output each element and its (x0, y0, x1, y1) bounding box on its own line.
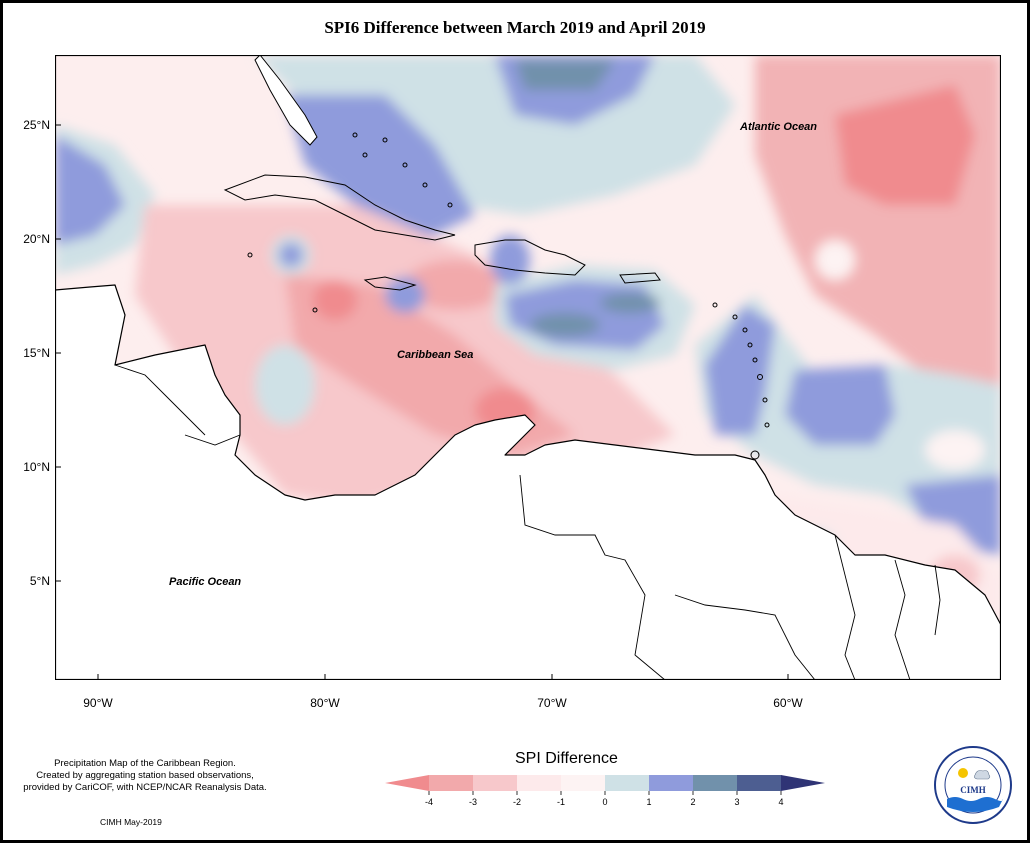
logo-text: CIMH (960, 785, 986, 795)
credits-date: CIMH May-2019 (100, 817, 162, 827)
legend-tick-label: 2 (690, 797, 695, 807)
legend-tick-label: 0 (602, 797, 607, 807)
lat-label-10: 10°N (23, 460, 50, 474)
legend-tick-label: 1 (646, 797, 651, 807)
legend-tick-label: -2 (513, 797, 521, 807)
legend-tick-label: -3 (469, 797, 477, 807)
atlantic-ocean-label: Atlantic Ocean (739, 121, 817, 133)
caribbean-sea-label: Caribbean Sea (397, 349, 473, 361)
legend-swatch (517, 775, 562, 791)
waves-icon (947, 797, 1003, 812)
legend-swatch (385, 775, 429, 791)
lon-label-70: 70°W (537, 696, 567, 710)
cimh-logo: CIMH (934, 746, 1012, 824)
map-panel: Atlantic Ocean Caribbean Sea Pacific Oce… (55, 55, 1001, 680)
legend-title: SPI Difference (515, 750, 618, 767)
legend-swatch (693, 775, 738, 791)
legend-swatch (561, 775, 606, 791)
legend-swatch (649, 775, 694, 791)
lat-label-25: 25°N (23, 118, 50, 132)
credits: Precipitation Map of the Caribbean Regio… (10, 758, 280, 794)
lon-label-90: 90°W (83, 696, 113, 710)
credits-line-2: Created by aggregating station based obs… (36, 770, 254, 781)
credits-line-1: Precipitation Map of the Caribbean Regio… (54, 758, 236, 769)
legend-tick-label: 3 (734, 797, 739, 807)
legend-tick-label: 4 (778, 797, 783, 807)
credits-line-3: provided by CariCOF, with NCEP/NCAR Rean… (23, 782, 267, 793)
map-border (55, 55, 1001, 680)
legend-swatch (429, 775, 474, 791)
lon-label-80: 80°W (310, 696, 340, 710)
lat-label-15: 15°N (23, 346, 50, 360)
map-title: SPI6 Difference between March 2019 and A… (324, 18, 706, 37)
legend-swatch (473, 775, 518, 791)
cloud-icon (974, 770, 991, 780)
legend-swatch (605, 775, 650, 791)
legend-tick-label: -4 (425, 797, 433, 807)
spi-field (55, 55, 1001, 680)
legend-swatch (781, 775, 825, 791)
color-legend: -4 -3 -2 -1 0 1 2 3 4 (385, 775, 825, 807)
legend-tick-label: -1 (557, 797, 565, 807)
legend-swatch (737, 775, 782, 791)
lat-label-5: 5°N (30, 574, 50, 588)
lon-label-60: 60°W (773, 696, 803, 710)
pacific-ocean-label: Pacific Ocean (169, 576, 241, 588)
lat-label-20: 20°N (23, 232, 50, 246)
sun-icon (958, 768, 968, 778)
land (55, 55, 1001, 680)
